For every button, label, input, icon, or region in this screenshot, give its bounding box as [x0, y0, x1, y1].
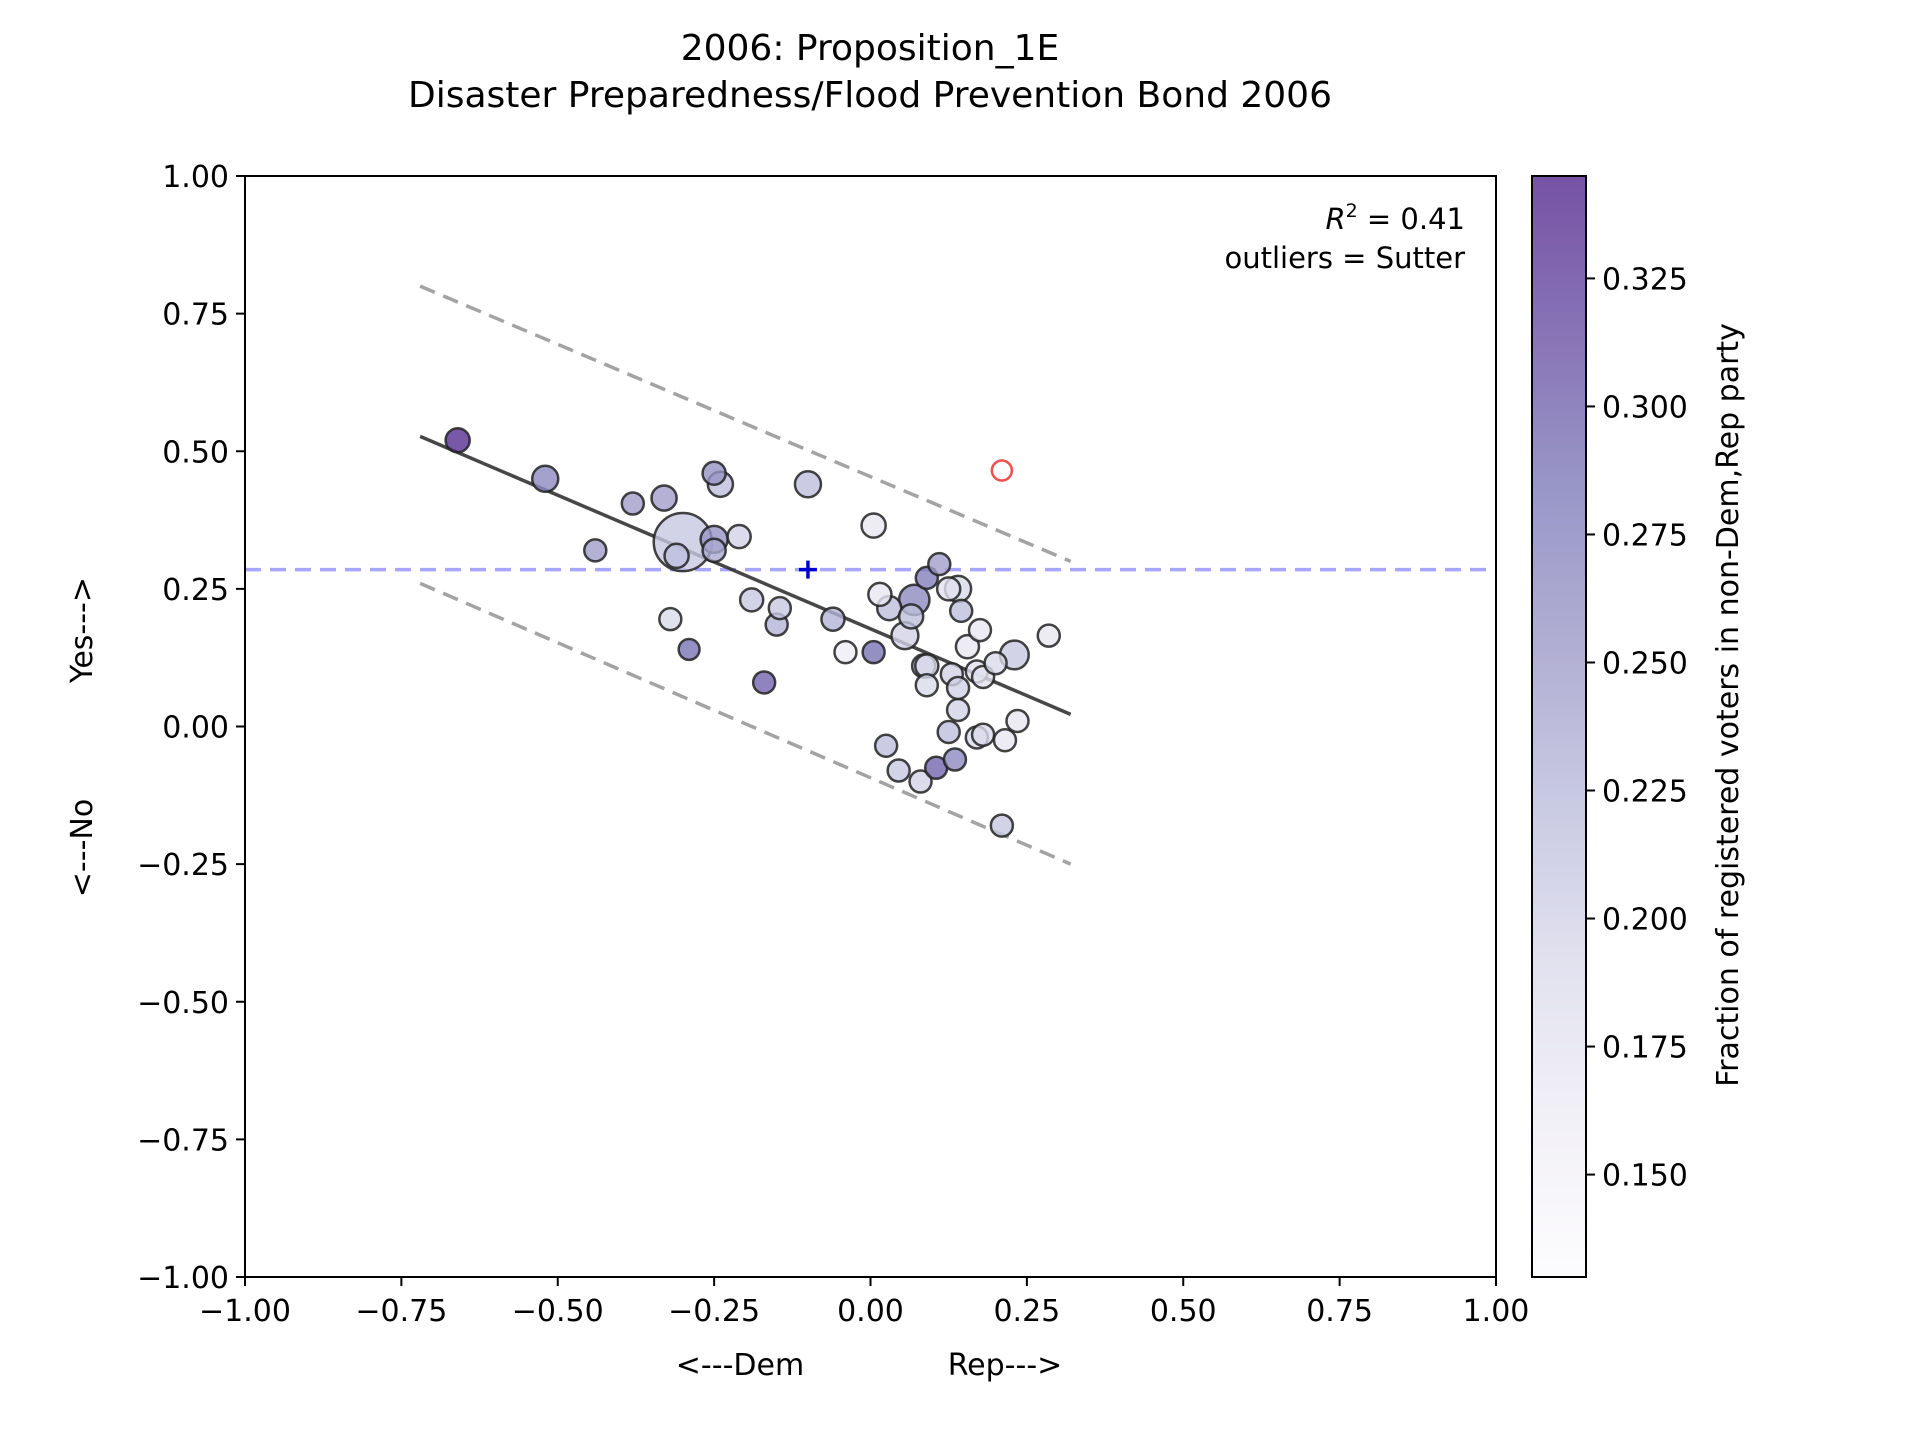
- colorbar-label: Fraction of registered voters in non-Dem…: [1711, 323, 1746, 1087]
- data-point: [444, 426, 471, 454]
- axes-layer: −1.00−1.00 −0.75 −0.75 −0.50 −0.50 −0.25 −0.25…: [137, 160, 1529, 1329]
- data-point: [860, 512, 887, 539]
- r-squared-symbol: R: [1325, 202, 1345, 236]
- y-tick-label: 0.50: [162, 435, 229, 470]
- data-point: [793, 470, 823, 499]
- data-point: [738, 587, 765, 613]
- data-point: [945, 697, 971, 723]
- data-point: [663, 542, 690, 570]
- x-axis-label-right: Rep--->: [948, 1348, 1063, 1383]
- outliers-annotation: outliers = Sutter: [1224, 241, 1465, 275]
- data-point: [677, 637, 701, 662]
- y-tick-label: 0.75: [162, 298, 229, 333]
- plot-background: [245, 176, 1496, 1277]
- x-tick-label: 0.25: [993, 1294, 1060, 1329]
- data-point: [948, 598, 974, 624]
- data-point: [989, 813, 1015, 838]
- x-tick-label: −0.75: [355, 1294, 447, 1329]
- data-point: [620, 491, 646, 516]
- colorbar-tick-label: 0.250: [1602, 646, 1688, 681]
- r-squared-value: = 0.41: [1358, 202, 1465, 236]
- data-point: [914, 672, 940, 698]
- upper-band-line: [419, 284, 1072, 563]
- data-point: [935, 576, 962, 602]
- y-tick-label: −0.25: [137, 848, 229, 883]
- colorbar-tick-label: 0.300: [1602, 390, 1688, 425]
- y-tick-label: 0.00: [162, 711, 229, 746]
- data-point: [886, 758, 911, 783]
- data-point: [833, 639, 858, 665]
- colorbar-tick-label: 0.325: [1602, 262, 1688, 297]
- data-point: [530, 464, 560, 494]
- colorbar-frame: [1531, 175, 1587, 1278]
- data-point: [1036, 623, 1062, 648]
- data-point: [820, 606, 846, 632]
- data-point: [583, 538, 608, 563]
- data-point: [751, 670, 777, 695]
- data-point: [1005, 708, 1030, 734]
- data-point: [927, 551, 952, 577]
- data-point: [983, 650, 1008, 676]
- lower-band-line: [419, 581, 1072, 866]
- data-point: [908, 769, 933, 794]
- data-point: [992, 728, 1018, 753]
- data-point: [954, 633, 981, 660]
- y-axis-label-bottom: <---No: [65, 799, 100, 897]
- x-tick-label: 1.00: [1463, 1294, 1530, 1329]
- data-point: [658, 606, 683, 632]
- data-point: [726, 523, 752, 550]
- plot-area: [245, 176, 1496, 1277]
- data-point: [701, 460, 727, 487]
- data-point: [936, 719, 961, 745]
- r-squared-annotation: R2 = 0.41: [1325, 200, 1465, 236]
- data-point: [897, 603, 925, 630]
- x-tick-label: −0.25: [668, 1294, 760, 1329]
- y-axis-label-top: Yes--->: [65, 577, 100, 684]
- data-point: [970, 722, 996, 748]
- y-tick-label: −0.75: [137, 1123, 229, 1158]
- data-point: [942, 747, 968, 772]
- chart-title-line-2: Disaster Preparedness/Flood Prevention B…: [408, 75, 1332, 116]
- data-point: [873, 733, 899, 759]
- chart-title-line-1: 2006: Proposition_1E: [681, 28, 1060, 69]
- x-tick-label: 0.50: [1150, 1294, 1217, 1329]
- y-tick-label: 1.00: [162, 160, 229, 195]
- mean-marker: [798, 560, 817, 579]
- colorbar-tick-label: 0.200: [1602, 903, 1688, 938]
- x-tick-label: 0.00: [837, 1294, 904, 1329]
- colorbar-tick-label: 0.225: [1602, 775, 1688, 810]
- colorbar-gradient: [1532, 176, 1586, 1277]
- data-point: [650, 484, 678, 512]
- r-squared-exponent: 2: [1346, 200, 1358, 222]
- data-point: [701, 537, 727, 564]
- y-tick-label: −0.50: [137, 986, 229, 1021]
- data-point: [861, 639, 886, 665]
- x-axis-label-left: <---Dem: [676, 1348, 804, 1383]
- data-point: [867, 581, 893, 608]
- outlier-point: [990, 459, 1014, 482]
- colorbar-tick-label: 0.150: [1602, 1159, 1688, 1194]
- y-tick-label: −1.00: [137, 1261, 229, 1296]
- points-layer: [444, 426, 1062, 838]
- colorbar-tick-label: 0.175: [1602, 1031, 1688, 1066]
- colorbar: 0.150 0.175 0.200 0.225 0.250 0.275 0.300 0.325: [1531, 175, 1688, 1278]
- x-tick-label: −0.50: [512, 1294, 604, 1329]
- x-tick-label: −1.00: [199, 1294, 291, 1329]
- data-point: [967, 617, 993, 643]
- x-tick-label: 0.75: [1306, 1294, 1373, 1329]
- y-tick-label: 0.25: [162, 573, 229, 608]
- colorbar-tick-label: 0.275: [1602, 518, 1688, 553]
- data-point: [767, 595, 793, 621]
- data-point: [945, 675, 971, 701]
